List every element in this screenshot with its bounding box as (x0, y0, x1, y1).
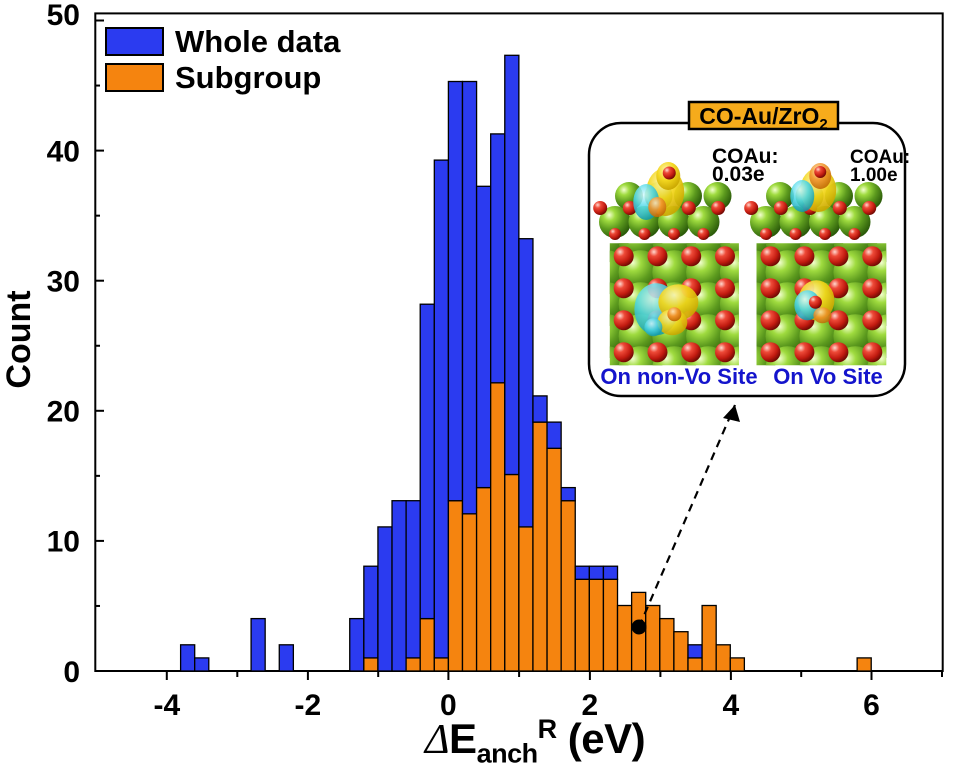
svg-text:4: 4 (723, 689, 740, 722)
svg-text:On Vo Site: On Vo Site (773, 364, 883, 389)
svg-text:On non-Vo Site: On non-Vo Site (600, 364, 757, 389)
svg-text:30: 30 (47, 265, 80, 298)
svg-text:CO-Au/ZrO2: CO-Au/ZrO2 (699, 103, 827, 133)
svg-text:-2: -2 (295, 689, 322, 722)
svg-text:6: 6 (863, 689, 880, 722)
svg-text:-4: -4 (153, 689, 180, 722)
svg-text:0: 0 (63, 656, 80, 689)
svg-text:10: 10 (47, 526, 80, 559)
svg-text:50: 50 (47, 0, 80, 32)
svg-text:0.03e: 0.03e (712, 163, 765, 186)
svg-text:20: 20 (47, 395, 80, 428)
svg-text:1.00e: 1.00e (850, 165, 898, 186)
svg-text:40: 40 (47, 136, 80, 169)
